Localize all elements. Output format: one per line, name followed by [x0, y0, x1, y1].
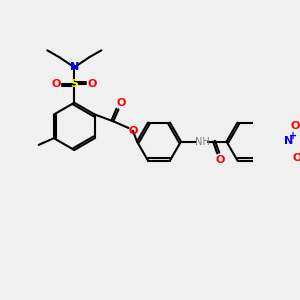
- Text: O: O: [87, 79, 97, 89]
- Text: N: N: [70, 62, 79, 72]
- Text: O: O: [52, 79, 61, 89]
- Text: N: N: [284, 136, 293, 146]
- Text: O: O: [290, 122, 300, 131]
- Text: O: O: [215, 155, 224, 165]
- Text: O: O: [128, 126, 137, 136]
- Text: NH: NH: [195, 136, 209, 147]
- Text: +: +: [289, 130, 297, 141]
- Text: S: S: [70, 79, 78, 89]
- Text: O: O: [116, 98, 126, 108]
- Text: O: O: [293, 153, 300, 163]
